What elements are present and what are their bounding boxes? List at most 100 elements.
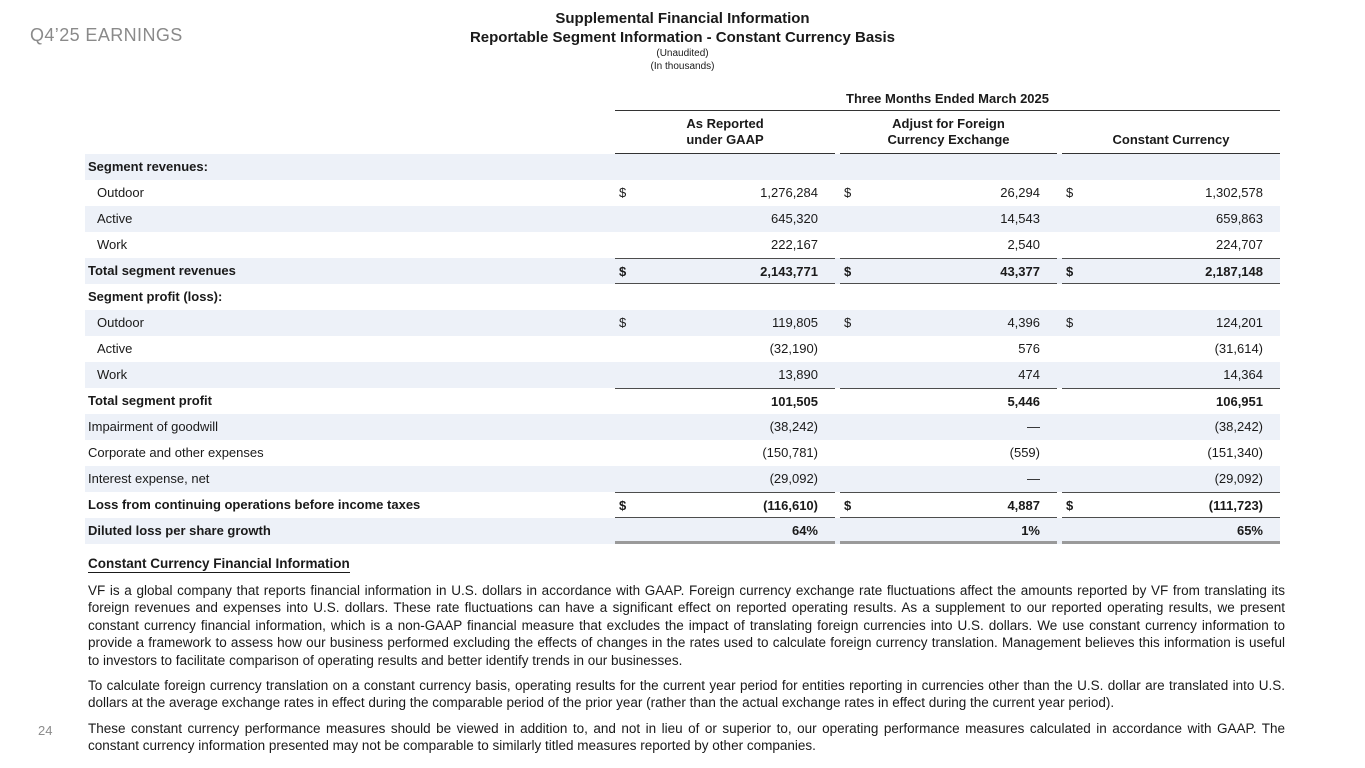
cell-value: 474 bbox=[1018, 367, 1040, 382]
row-value-cell: 14,543 bbox=[840, 206, 1057, 232]
row-label: Corporate and other expenses bbox=[88, 445, 264, 460]
row-value-cell: $1,302,578 bbox=[1062, 180, 1280, 206]
cell-value: 659,863 bbox=[1216, 211, 1263, 226]
row-label: Segment revenues: bbox=[88, 159, 208, 174]
row-label: Work bbox=[97, 367, 128, 382]
row-value-cell: (29,092) bbox=[615, 466, 835, 492]
footnote-paragraph: These constant currency performance meas… bbox=[88, 720, 1285, 754]
dollar-sign: $ bbox=[1066, 185, 1074, 200]
row-value-cell: 222,167 bbox=[615, 232, 835, 258]
cell-value: (38,242) bbox=[1214, 419, 1263, 434]
table-row: Work 222,167 2,540 224,707 bbox=[85, 232, 1280, 258]
footnote-paragraph: VF is a global company that reports fina… bbox=[88, 583, 1285, 668]
row-label: Outdoor bbox=[97, 185, 144, 200]
row-label: Outdoor bbox=[97, 315, 144, 330]
row-value-cell: $43,377 bbox=[840, 258, 1057, 284]
row-value-cell bbox=[840, 284, 1057, 310]
table-row: Active 645,320 14,543 659,863 bbox=[85, 206, 1280, 232]
table-row: Total segment profit 101,505 5,446 106,951 bbox=[85, 388, 1280, 414]
row-value-cell: $ (116,610) bbox=[615, 492, 835, 518]
cell-value: 106,951 bbox=[1216, 394, 1263, 409]
row-value-cell: $124,201 bbox=[1062, 310, 1280, 336]
cell-value: 14,543 bbox=[1000, 211, 1040, 226]
row-value-cell: 659,863 bbox=[1062, 206, 1280, 232]
row-value-cell: 13,890 bbox=[615, 362, 835, 388]
column-header: Constant Currency bbox=[1062, 132, 1280, 154]
cell-value: 64% bbox=[791, 523, 818, 538]
cell-value: (38,242) bbox=[769, 419, 818, 434]
row-value-cell: $ (111,723) bbox=[1062, 492, 1280, 518]
row-value-cell: (29,092) bbox=[1062, 466, 1280, 492]
cell-value: 43,377 bbox=[1000, 264, 1040, 279]
row-label: Active bbox=[97, 341, 133, 356]
row-label: Loss from continuing operations before i… bbox=[88, 497, 421, 512]
cell-value: (150,781) bbox=[762, 445, 818, 460]
row-value-cell: (38,242) bbox=[1062, 414, 1280, 440]
cell-value: 13,890 bbox=[778, 367, 818, 382]
footnotes-heading: Constant Currency Financial Information bbox=[88, 556, 350, 573]
row-value-cell: $119,805 bbox=[615, 310, 835, 336]
dollar-sign: $ bbox=[844, 315, 852, 330]
table-row: Interest expense, net (29,092) — (29,092) bbox=[85, 466, 1280, 492]
row-label: Impairment of goodwill bbox=[88, 419, 219, 434]
cell-value: 1,302,578 bbox=[1205, 185, 1263, 200]
row-value-cell: 474 bbox=[840, 362, 1057, 388]
table-row: Diluted loss per share growth 64% 1% 65% bbox=[85, 518, 1280, 544]
footnotes-paragraphs: VF is a global company that reports fina… bbox=[88, 582, 1285, 755]
column-header-line1: As Reported bbox=[686, 116, 764, 131]
dollar-sign: $ bbox=[619, 264, 627, 279]
table-row: Outdoor $119,805 $4,396 $124,201 bbox=[85, 310, 1280, 336]
table-row: Total segment revenues $2,143,771 $43,377 $… bbox=[85, 258, 1280, 284]
cell-value: (559) bbox=[1009, 445, 1040, 460]
cell-value: 5,446 bbox=[1007, 394, 1040, 409]
row-label: Total segment revenues bbox=[88, 263, 236, 278]
row-label: Work bbox=[97, 237, 128, 252]
cell-value: — bbox=[1027, 419, 1040, 434]
column-header-line2: under GAAP bbox=[686, 132, 764, 147]
row-value-cell: (150,781) bbox=[615, 440, 835, 466]
row-value-cell: $2,187,148 bbox=[1062, 258, 1280, 284]
column-headers-row: As Reported under GAAP Adjust for Foreign C… bbox=[85, 111, 1280, 154]
cell-value: 26,294 bbox=[1000, 185, 1040, 200]
period-header: Three Months Ended March 2025 bbox=[615, 91, 1280, 111]
footnotes-section: Constant Currency Financial Information … bbox=[88, 556, 1285, 763]
dollar-sign: $ bbox=[1066, 264, 1074, 279]
column-header-line2: Constant Currency bbox=[1112, 132, 1230, 147]
row-label: Diluted loss per share growth bbox=[88, 523, 271, 538]
cell-value: (151,340) bbox=[1207, 445, 1263, 460]
deck-corner-label: Q4’25 EARNINGS bbox=[30, 25, 183, 45]
table-row: Outdoor $1,276,284 $26,294 $1,302,578 bbox=[85, 180, 1280, 206]
row-value-cell: $4,396 bbox=[840, 310, 1057, 336]
cell-value: 645,320 bbox=[771, 211, 818, 226]
table-row: Loss from continuing operations before i… bbox=[85, 492, 1280, 518]
cell-value: 2,143,771 bbox=[760, 264, 818, 279]
row-value-cell: (38,242) bbox=[615, 414, 835, 440]
dollar-sign: $ bbox=[619, 498, 627, 513]
cell-value: 576 bbox=[1018, 341, 1040, 356]
cell-value: — bbox=[1027, 471, 1040, 486]
cell-value: 222,167 bbox=[771, 237, 818, 252]
row-label: Active bbox=[97, 211, 133, 226]
table-row: Impairment of goodwill (38,242) — (38,242) bbox=[85, 414, 1280, 440]
row-value-cell bbox=[615, 284, 835, 310]
row-value-cell bbox=[615, 154, 835, 180]
slide-title-block: Supplemental Financial Information Repor… bbox=[0, 9, 1365, 73]
dollar-sign: $ bbox=[844, 498, 852, 513]
row-value-cell: $4,887 bbox=[840, 492, 1057, 518]
row-value-cell: 65% bbox=[1062, 518, 1280, 544]
dollar-sign: $ bbox=[619, 315, 627, 330]
cell-value: (29,092) bbox=[1214, 471, 1263, 486]
dollar-sign: $ bbox=[844, 185, 852, 200]
table-row: Segment revenues: bbox=[85, 154, 1280, 180]
cell-value: (32,190) bbox=[769, 341, 818, 356]
cell-value: 2,187,148 bbox=[1205, 264, 1263, 279]
cell-value: 14,364 bbox=[1223, 367, 1263, 382]
cell-value: 119,805 bbox=[771, 315, 818, 330]
row-value-cell: — bbox=[840, 466, 1057, 492]
row-value-cell: 576 bbox=[840, 336, 1057, 362]
row-value-cell: 224,707 bbox=[1062, 232, 1280, 258]
row-value-cell: 1% bbox=[840, 518, 1057, 544]
unaudited-note: (Unaudited) bbox=[656, 48, 709, 59]
in-thousands-note: (In thousands) bbox=[650, 61, 715, 72]
cell-value: 1,276,284 bbox=[760, 185, 818, 200]
